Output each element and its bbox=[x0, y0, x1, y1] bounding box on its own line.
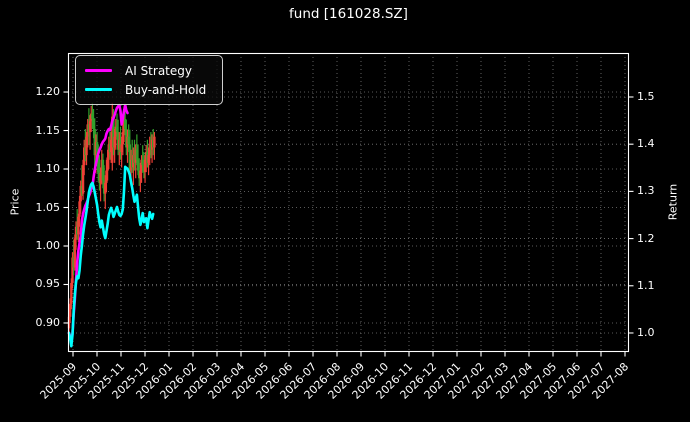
legend-entry-buy-and-hold: Buy-and-Hold bbox=[85, 83, 212, 97]
candle-body bbox=[92, 118, 95, 129]
chart-title: fund [161028.SZ] bbox=[289, 6, 408, 22]
candle-body bbox=[71, 257, 74, 283]
candle-body bbox=[85, 136, 88, 156]
candle-body bbox=[128, 144, 132, 171]
price-tick-label: 0.90 bbox=[35, 315, 61, 329]
candle-body bbox=[127, 136, 130, 145]
return-tick-label: 1.3 bbox=[637, 184, 655, 198]
candle-body bbox=[147, 155, 150, 163]
candle-body bbox=[153, 136, 156, 148]
candle-body bbox=[143, 159, 147, 173]
candle-body bbox=[78, 201, 81, 217]
candle-body bbox=[91, 113, 94, 119]
buy-and-hold-line bbox=[67, 165, 155, 348]
candle-body bbox=[113, 136, 116, 148]
candle-body bbox=[115, 126, 119, 133]
candle-body bbox=[139, 170, 142, 179]
candle-body bbox=[101, 159, 105, 181]
legend-label-ai-strategy: AI Strategy bbox=[125, 63, 192, 78]
candle-body bbox=[121, 132, 125, 145]
return-tick-label: 1.0 bbox=[637, 325, 655, 339]
return-tick-label: 1.2 bbox=[637, 231, 655, 245]
candle-body bbox=[112, 116, 115, 148]
plot-border bbox=[67, 52, 630, 353]
price-tick-label: 1.10 bbox=[35, 162, 61, 175]
candle-body bbox=[123, 118, 127, 129]
candle-body bbox=[136, 159, 140, 171]
price-tick-label: 1.05 bbox=[35, 200, 61, 214]
price-tick-label: 0.95 bbox=[35, 277, 61, 291]
candle-body bbox=[120, 144, 123, 153]
candle-body bbox=[104, 182, 107, 194]
price-tick-label: 1.20 bbox=[35, 85, 61, 99]
candle-body bbox=[106, 157, 109, 171]
legend-entry-ai-strategy: AI Strategy bbox=[85, 64, 212, 78]
candle-body bbox=[95, 142, 99, 156]
buy-and-hold-line-sample-icon bbox=[85, 87, 112, 92]
return-tick-label: 1.1 bbox=[637, 278, 655, 292]
legend-label-buy-and-hold: Buy-and-Hold bbox=[125, 82, 207, 97]
candle-body bbox=[135, 149, 139, 160]
price-tick-label: 1.00 bbox=[35, 238, 61, 252]
candle-body bbox=[77, 216, 80, 235]
ai-strategy-line-sample-icon bbox=[85, 68, 112, 73]
candle-body bbox=[141, 159, 144, 166]
candle-body bbox=[88, 121, 92, 133]
candle-body bbox=[97, 155, 100, 173]
ai-strategy-line bbox=[67, 103, 129, 344]
candle-body bbox=[68, 303, 72, 317]
candle-body bbox=[105, 170, 108, 183]
price-tick-label: 1.15 bbox=[35, 123, 61, 137]
candle-body bbox=[70, 282, 73, 304]
candle-body bbox=[99, 172, 102, 183]
candle-body bbox=[73, 238, 77, 268]
legend: AI Strategy Buy-and-Hold bbox=[75, 55, 223, 105]
return-axis-label: Return bbox=[666, 183, 680, 221]
candle-body bbox=[83, 147, 86, 166]
return-tick-label: 1.4 bbox=[637, 137, 655, 151]
return-tick-label: 1.5 bbox=[637, 89, 655, 103]
candle-body bbox=[81, 165, 85, 194]
